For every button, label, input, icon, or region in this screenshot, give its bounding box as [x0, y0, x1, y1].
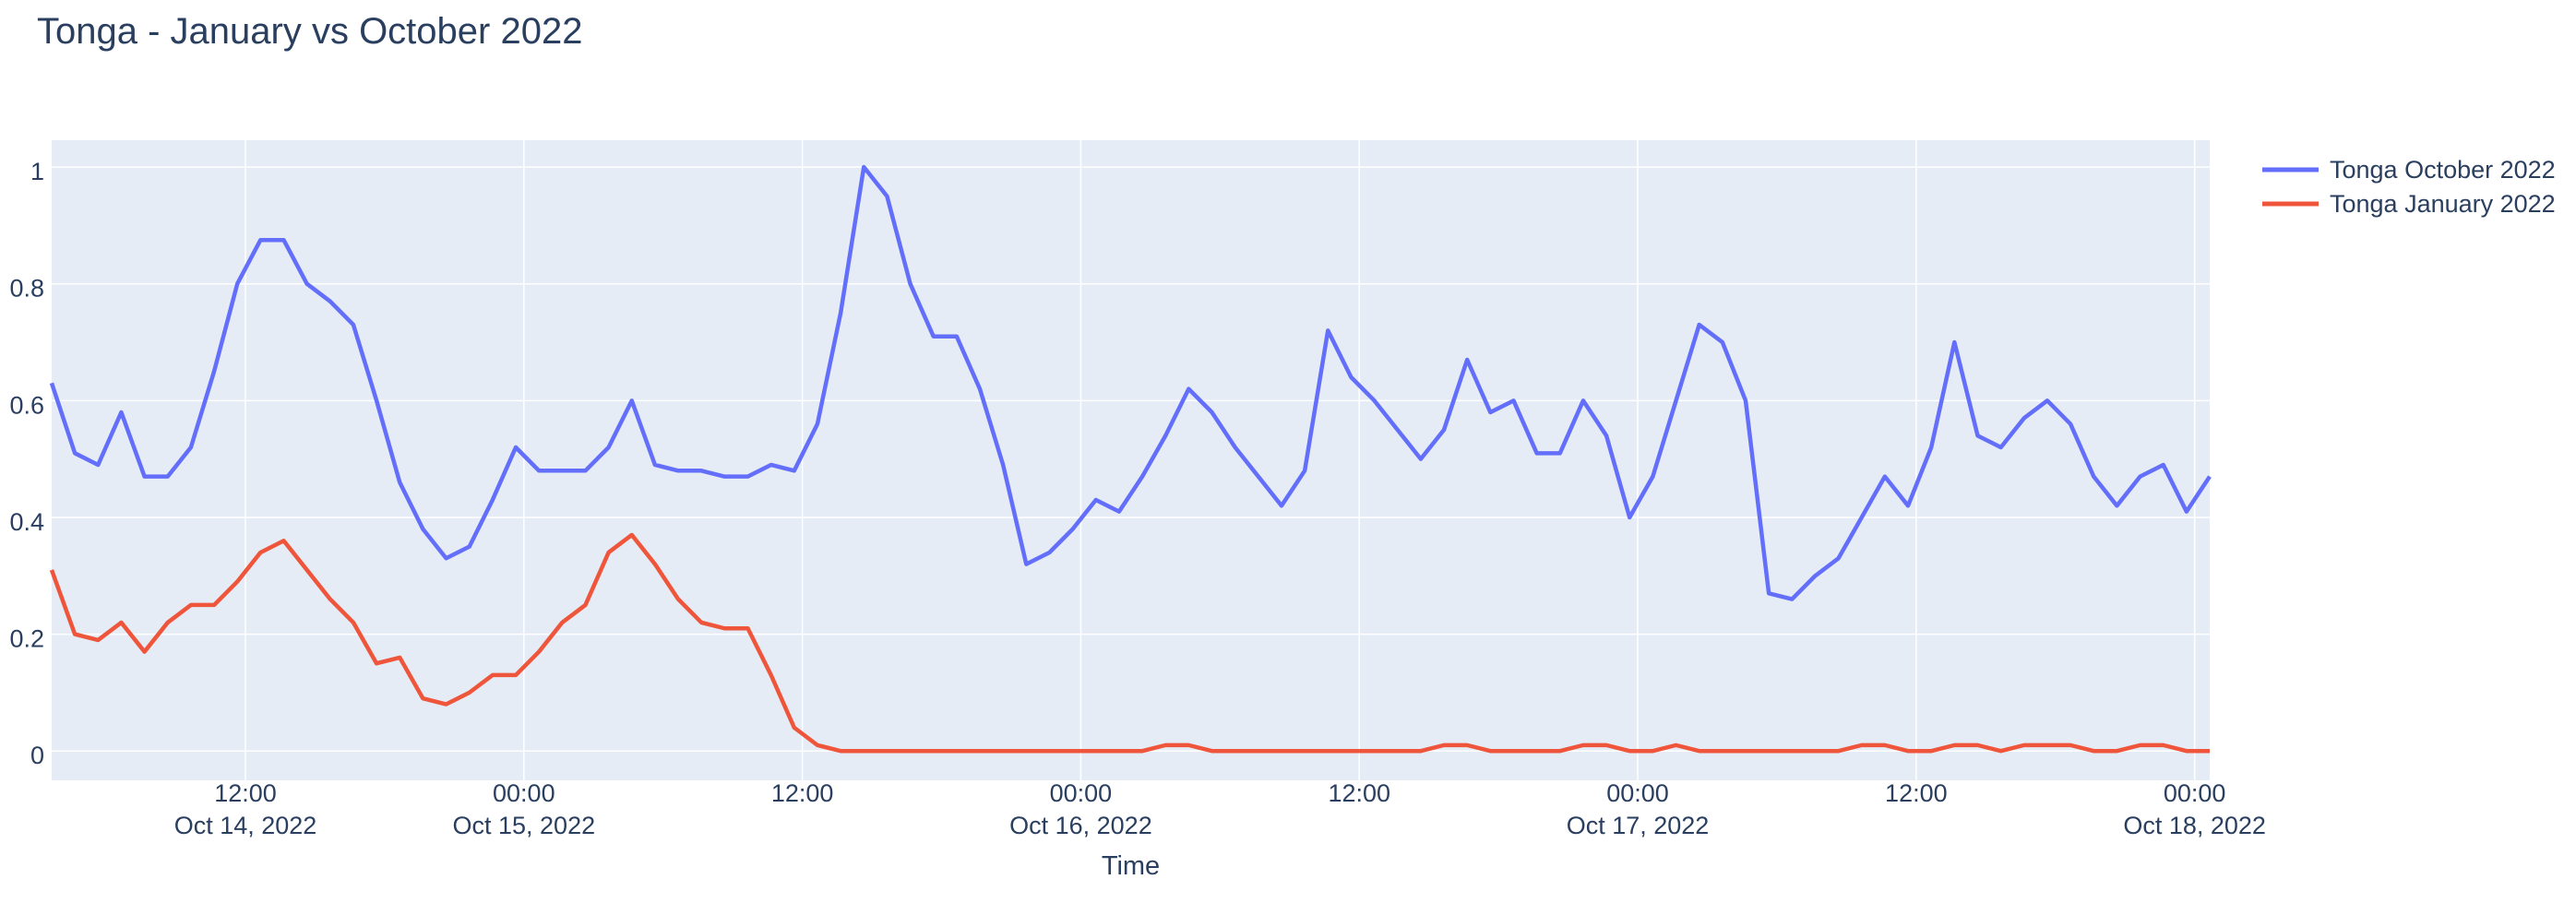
svg-text:Time: Time [1102, 851, 1160, 881]
svg-text:12:00: 12:00 [1885, 779, 1948, 807]
svg-text:Oct 18, 2022: Oct 18, 2022 [2123, 812, 2266, 839]
svg-text:0.4: 0.4 [9, 508, 44, 536]
svg-text:12:00: 12:00 [1328, 779, 1390, 807]
svg-text:Tonga January 2022: Tonga January 2022 [2330, 190, 2556, 218]
svg-text:Oct 15, 2022: Oct 15, 2022 [453, 812, 596, 839]
svg-text:0: 0 [30, 742, 44, 769]
svg-text:Oct 16, 2022: Oct 16, 2022 [1009, 812, 1152, 839]
svg-text:0.8: 0.8 [9, 275, 44, 303]
svg-text:Oct 17, 2022: Oct 17, 2022 [1567, 812, 1710, 839]
svg-text:00:00: 00:00 [493, 779, 555, 807]
svg-text:Tonga October 2022: Tonga October 2022 [2330, 156, 2556, 184]
svg-text:00:00: 00:00 [1606, 779, 1669, 807]
svg-text:Oct 14, 2022: Oct 14, 2022 [174, 812, 317, 839]
svg-text:0.2: 0.2 [9, 625, 44, 653]
svg-text:00:00: 00:00 [2164, 779, 2226, 807]
svg-text:12:00: 12:00 [771, 779, 834, 807]
svg-text:00:00: 00:00 [1050, 779, 1113, 807]
svg-text:12:00: 12:00 [214, 779, 277, 807]
svg-text:1: 1 [30, 158, 44, 185]
svg-text:0.6: 0.6 [9, 391, 44, 419]
